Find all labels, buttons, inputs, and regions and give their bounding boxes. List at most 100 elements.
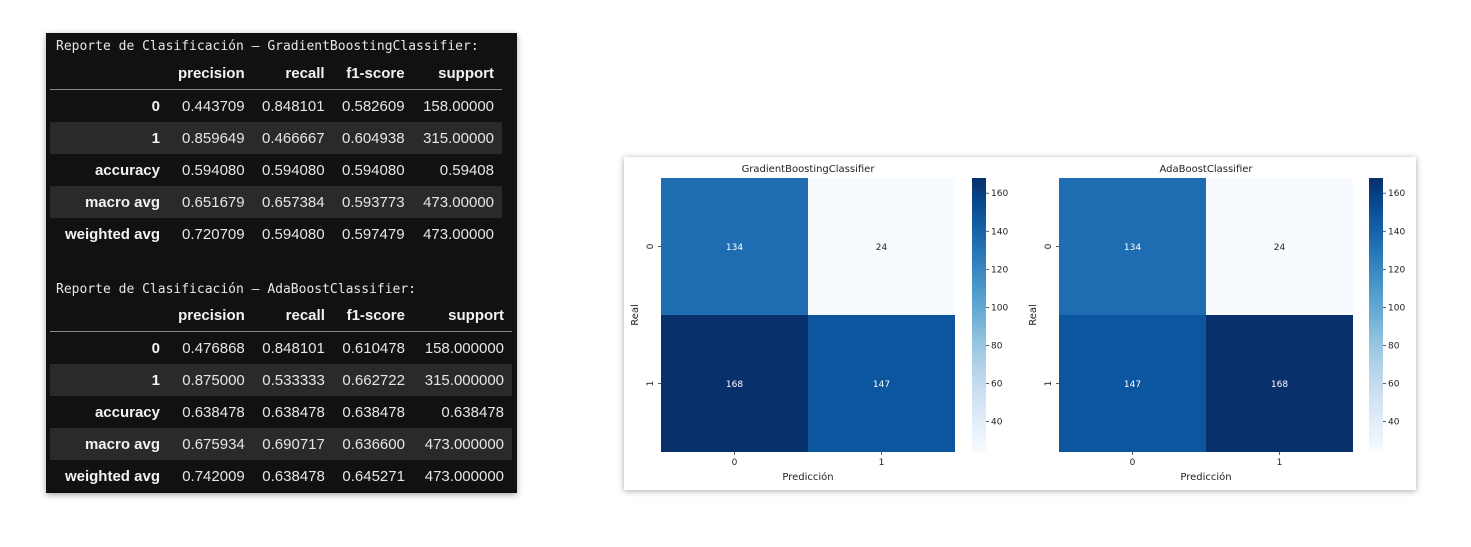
colorbar-tick-label: 80 <box>991 341 1003 351</box>
table-cell: 315.00000 <box>423 129 494 147</box>
column-header: f1-score <box>332 57 413 90</box>
table-cell: 473.00000 <box>423 225 494 243</box>
heatmap-cell <box>808 178 955 315</box>
table-row: 0 0.443709 0.848101 0.582609 158.00000 <box>50 90 502 123</box>
column-header: support <box>412 57 502 90</box>
heatmap-cell <box>1059 178 1206 315</box>
table-row: accuracy 0.594080 0.594080 0.594080 0.59… <box>50 154 502 186</box>
colorbar-tick-label: 40 <box>1388 418 1400 428</box>
x-tick-label: 0 <box>1130 458 1136 468</box>
table-cell: 0.466667 <box>262 129 325 147</box>
table-cell: 0.638478 <box>182 403 245 421</box>
cell-value-label: 24 <box>1274 243 1286 253</box>
row-label: 0 <box>151 339 160 357</box>
table-row: weighted avg 0.742009 0.638478 0.645271 … <box>50 460 512 492</box>
row-label: 1 <box>151 371 160 389</box>
y-axis-label: Real <box>630 304 641 326</box>
row-label: macro avg <box>84 193 160 211</box>
table-cell: 158.000000 <box>424 339 504 357</box>
table-cell: 0.604938 <box>341 129 405 147</box>
heatmap-cell <box>1206 315 1353 452</box>
colorbar-tick-label: 80 <box>1388 341 1400 351</box>
table-header-row: precision recall f1-score support <box>50 299 512 332</box>
confusion-matrix-panel: 134 24 168 147 GradientBoostingClassifier 0 1 P… <box>624 157 1416 490</box>
table-row: accuracy 0.638478 0.638478 0.638478 0.63… <box>50 396 512 428</box>
y-tick-label: 1 <box>1044 381 1054 387</box>
table-cell: 0.582609 <box>341 97 405 115</box>
cell-value-label: 168 <box>726 380 743 390</box>
table-cell: 473.000000 <box>424 435 504 453</box>
table-cell: 0.59408 <box>439 161 494 179</box>
x-axis-label: Predicción <box>782 471 833 483</box>
table-cell: 0.675934 <box>182 435 245 453</box>
table-row: 0 0.476868 0.848101 0.610478 158.000000 <box>50 332 512 365</box>
table-cell: 0.651679 <box>182 193 245 211</box>
table-cell: 0.690717 <box>262 435 325 453</box>
x-tick-label: 0 <box>732 458 738 468</box>
colorbar <box>972 178 986 452</box>
table-header-row: precision recall f1-score support <box>50 57 502 90</box>
table-cell: 0.848101 <box>262 339 325 357</box>
column-header: recall <box>252 57 333 90</box>
cell-value-label: 147 <box>1124 380 1141 390</box>
heatmap-cell <box>661 178 808 315</box>
heatmap-cell <box>1059 315 1206 452</box>
colorbar-tick-label: 120 <box>991 265 1008 275</box>
table-cell: 315.000000 <box>424 371 504 389</box>
table-cell: 0.638478 <box>441 403 504 421</box>
cell-value-label: 147 <box>873 380 890 390</box>
table-row: macro avg 0.675934 0.690717 0.636600 473… <box>50 428 512 460</box>
cell-value-label: 24 <box>876 243 888 253</box>
report-table-gradient-boosting: precision recall f1-score support 0 0.44… <box>50 57 502 250</box>
table-cell: 0.859649 <box>182 129 245 147</box>
heatmap-title: GradientBoostingClassifier <box>742 164 876 175</box>
colorbar-tick-label: 120 <box>1388 265 1405 275</box>
colorbar-tick-label: 40 <box>991 418 1003 428</box>
x-axis-label: Predicción <box>1180 471 1231 483</box>
heatmap-ada: 134 24 147 168 AdaBoostClassifier 0 1 Predicció… <box>1028 164 1405 483</box>
row-label: accuracy <box>94 161 160 179</box>
heatmap-cell <box>1206 178 1353 315</box>
column-header: precision <box>168 57 253 90</box>
report-title-adaboost: Reporte de Clasificación – AdaBoostClass… <box>56 282 417 297</box>
cell-value-label: 134 <box>1124 243 1141 253</box>
x-tick-label: 1 <box>1277 458 1283 468</box>
y-tick-label: 0 <box>1044 243 1054 249</box>
report-title-gradient-boosting: Reporte de Clasificación – GradientBoost… <box>56 39 479 54</box>
column-header: recall <box>252 299 333 332</box>
table-cell: 0.476868 <box>182 339 245 357</box>
table-cell: 0.638478 <box>262 467 325 485</box>
column-header: f1-score <box>332 299 413 332</box>
table-cell: 0.848101 <box>262 97 325 115</box>
colorbar-tick-label: 60 <box>991 380 1003 390</box>
table-cell: 0.594080 <box>262 161 325 179</box>
column-header: precision <box>168 299 253 332</box>
colorbar <box>1369 178 1383 452</box>
cell-value-label: 134 <box>726 243 743 253</box>
table-cell: 0.593773 <box>341 193 405 211</box>
y-tick-label: 1 <box>646 381 656 387</box>
classification-report-panel: Reporte de Clasificación – GradientBoost… <box>46 33 517 493</box>
row-label: weighted avg <box>64 467 160 485</box>
heatmap-cell <box>661 315 808 452</box>
colorbar-tick-label: 100 <box>991 303 1008 313</box>
table-cell: 0.594080 <box>341 161 405 179</box>
table-cell: 473.00000 <box>423 193 494 211</box>
table-cell: 0.443709 <box>182 97 245 115</box>
y-axis-label: Real <box>1028 304 1039 326</box>
table-cell: 0.645271 <box>342 467 405 485</box>
heatmap-cell <box>808 315 955 452</box>
table-cell: 0.597479 <box>341 225 405 243</box>
column-header: support <box>412 299 512 332</box>
table-row: 1 0.875000 0.533333 0.662722 315.000000 <box>50 364 512 396</box>
colorbar-tick-label: 140 <box>991 227 1008 237</box>
table-cell: 158.00000 <box>423 97 494 115</box>
table-cell: 0.594080 <box>182 161 245 179</box>
table-cell: 0.638478 <box>262 403 325 421</box>
table-row: macro avg 0.651679 0.657384 0.593773 473… <box>50 186 502 218</box>
table-cell: 0.875000 <box>182 371 245 389</box>
table-cell: 0.657384 <box>262 193 325 211</box>
table-cell: 0.742009 <box>182 467 245 485</box>
row-label: 0 <box>151 97 160 115</box>
row-label: 1 <box>151 129 160 147</box>
